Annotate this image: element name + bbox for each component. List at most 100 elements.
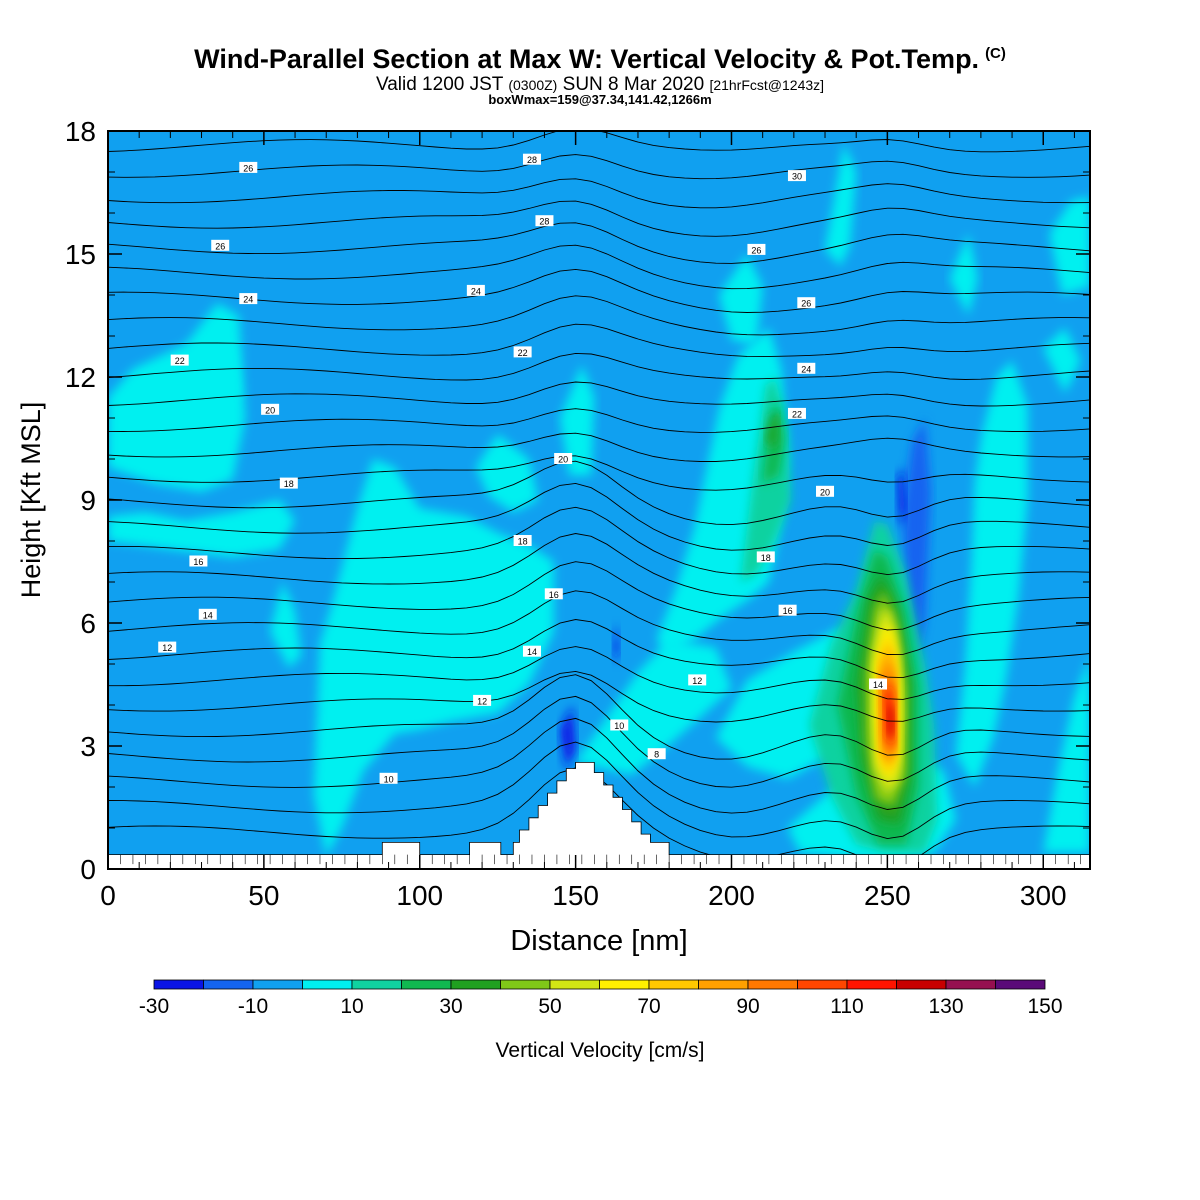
contour-label: 30	[792, 172, 802, 182]
y-tick-label: 3	[80, 731, 96, 762]
contour-label-bg	[747, 243, 766, 255]
x-tick-label: 200	[708, 880, 755, 911]
forecast-label: [21hrFcst@1243z]	[709, 77, 825, 93]
y-tick-label: 0	[80, 854, 96, 885]
colorbar-swatch	[945, 979, 996, 990]
colorbar-tick-label: 110	[830, 995, 863, 1018]
valid-zulu: (0300Z)	[508, 77, 558, 93]
colorbar-tick-label: 30	[439, 995, 462, 1018]
contour-label-bg	[261, 403, 280, 415]
colorbar-swatch	[896, 979, 947, 990]
y-axis-label: Height [Kft MSL]	[16, 402, 46, 599]
theta-contour-line	[108, 619, 1090, 679]
contour-label: 18	[284, 479, 294, 489]
contour-label-bg	[513, 346, 532, 358]
x-tick-label: 50	[248, 880, 279, 911]
colorbar-swatch	[995, 979, 1046, 990]
colorbar-swatch	[747, 979, 798, 990]
x-tick-label: 100	[396, 880, 443, 911]
contour-label: 20	[820, 487, 830, 497]
contour-label: 22	[518, 348, 528, 358]
contour-label-bg	[239, 161, 258, 173]
contour-label-bg	[647, 748, 666, 760]
contour-label: 26	[243, 163, 253, 173]
colorbar-swatch	[203, 979, 254, 990]
downdraft-region	[896, 467, 907, 529]
theta-contour-line	[108, 295, 1090, 336]
x-tick-label: 0	[100, 880, 116, 911]
contour-label: 14	[873, 680, 883, 690]
axes: 0 50 100 150 200 250 300 0 3 6 9 12 15 18	[65, 116, 1090, 911]
colorbar-tick-label: 10	[340, 995, 363, 1018]
contour-label: 22	[792, 409, 802, 419]
updraft-region	[719, 254, 763, 345]
contour-labels: 26 28 30 26 28 26 24 24 26 22 22 24 20 22 20 18 20 18 16 18…	[158, 153, 888, 784]
contour-label: 22	[175, 356, 185, 366]
contour-label-bg	[797, 297, 816, 309]
theta-contour-line	[108, 323, 1090, 358]
contour-label-bg	[513, 535, 532, 546]
terrain	[108, 762, 1090, 869]
updraft-region	[765, 413, 779, 447]
contour-label-bg	[158, 641, 177, 653]
contour-label: 16	[193, 557, 203, 567]
theta-contour-line	[108, 482, 1090, 551]
theta-contour-line	[108, 561, 1090, 631]
terrain-profile	[108, 762, 1090, 869]
contour-label: 28	[539, 217, 549, 227]
contour-label: 24	[801, 364, 811, 374]
contour-label: 26	[801, 299, 811, 309]
contour-label: 14	[527, 647, 537, 657]
colorbar-tick-label: -30	[139, 995, 169, 1018]
box-wmax-line: boxWmax=159@37.34,141.42,1266m	[488, 92, 712, 107]
contour-label: 24	[243, 295, 253, 305]
contour-label-bg	[756, 551, 775, 563]
contour-label: 12	[162, 643, 172, 653]
theta-contour-line	[108, 590, 1090, 655]
contour-label-bg	[522, 153, 541, 165]
y-tick-label: 9	[80, 485, 96, 516]
theta-contour-line	[108, 460, 1090, 526]
updraft-region	[270, 582, 302, 669]
copyright-mark: (C)	[985, 45, 1006, 62]
contour-label: 16	[783, 606, 793, 616]
theta-contour-line	[108, 200, 1090, 237]
theta-contour-line	[108, 646, 1090, 700]
colorbar-swatch	[549, 979, 600, 990]
updraft-region	[475, 434, 539, 513]
contour-label-bg	[778, 604, 797, 616]
contour-label-bg	[473, 694, 492, 706]
contour-label-bg	[544, 588, 563, 600]
chart-subtitle: Valid 1200 JST (0300Z) SUN 8 Mar 2020 [2…	[0, 74, 1200, 96]
theta-contour-line	[108, 352, 1090, 381]
contour-label-bg	[198, 608, 217, 620]
theta-contour-line	[108, 695, 1090, 788]
theta-contour-line	[108, 455, 1090, 491]
contour-label: 10	[614, 721, 624, 731]
contour-label-bg	[279, 477, 298, 489]
colorbar-swatch	[450, 979, 501, 990]
colorbar-tick-label: 70	[637, 995, 660, 1018]
colorbar-tick-label: 90	[736, 995, 759, 1018]
valid-date: SUN 8 Mar 2020	[562, 74, 705, 95]
colorbar-swatch	[599, 979, 650, 990]
theta-contour-line	[108, 381, 1090, 407]
colorbar: -30 -10 10 30 50 70 90 110 130 150	[139, 979, 1063, 1018]
colorbar-swatch	[302, 979, 353, 990]
theta-contour-line	[108, 154, 1090, 180]
theta-contour-line	[108, 674, 1090, 760]
valid-prefix: Valid 1200 JST	[375, 74, 504, 95]
theta-contour-line	[108, 670, 1090, 723]
theta-contour-line	[108, 533, 1090, 604]
colorbar-swatch	[401, 979, 452, 990]
contour-label: 10	[384, 774, 394, 784]
contour-label-bg	[522, 645, 541, 657]
contour-label: 24	[471, 286, 481, 296]
x-tick-label: 250	[864, 880, 911, 911]
theta-contour-line	[108, 178, 1090, 209]
chart-title-text: Wind-Parallel Section at Max W: Vertical…	[194, 44, 980, 74]
contour-label: 14	[203, 610, 213, 620]
colorbar-swatch	[846, 979, 897, 990]
updraft-region	[575, 639, 732, 775]
